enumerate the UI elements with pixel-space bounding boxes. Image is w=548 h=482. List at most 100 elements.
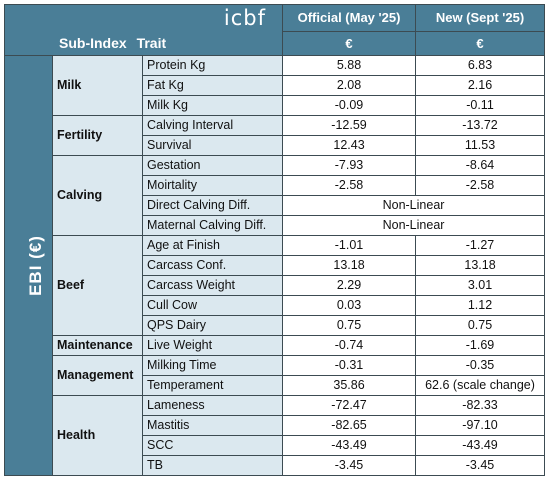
table-row: Calving Gestation -7.93 -8.64 bbox=[5, 155, 546, 236]
trait-cell: Direct Calving Diff. bbox=[141, 195, 284, 216]
new-value-cell: -82.33 bbox=[415, 395, 546, 416]
trait-cell: Temperament bbox=[141, 375, 284, 396]
sub-index-cell: Maintenance bbox=[52, 335, 143, 356]
sub-index-cell: Management bbox=[52, 355, 143, 396]
official-value-cell: -82.65 bbox=[282, 415, 417, 436]
new-value-cell: -0.35 bbox=[415, 355, 546, 376]
table-row: Moirtality -2.58 -2.58 bbox=[5, 175, 546, 196]
table-row: Beef Age at Finish -1.01 -1.27 bbox=[5, 235, 546, 336]
official-value-cell: 2.29 bbox=[282, 275, 417, 296]
new-value-cell: 1.12 bbox=[415, 295, 546, 316]
table-row: Mastitis -82.65 -97.10 bbox=[5, 415, 546, 436]
table-row: EBI (€) Milk Protein Kg 5.88 6.83 bbox=[4, 55, 546, 476]
official-value-cell: -7.93 bbox=[282, 155, 417, 176]
official-value-cell: 0.03 bbox=[282, 295, 417, 316]
table-row: Temperament 35.86 62.6 (scale change) bbox=[5, 375, 546, 396]
trait-cell: Lameness bbox=[141, 395, 284, 416]
official-value-cell: 5.88 bbox=[282, 55, 417, 76]
col-new-header: New (Sept '25) bbox=[415, 4, 546, 32]
official-currency: € bbox=[282, 31, 417, 56]
table-row: Cull Cow 0.03 1.12 bbox=[5, 295, 546, 316]
table-row: QPS Dairy 0.75 0.75 bbox=[5, 315, 546, 336]
ebi-side-label: EBI (€) bbox=[4, 55, 53, 476]
trait-cell: TB bbox=[141, 455, 284, 476]
trait-cell: Protein Kg bbox=[141, 55, 284, 76]
trait-cell: Moirtality bbox=[141, 175, 284, 196]
sub-index-cell: Beef bbox=[52, 235, 143, 336]
table-row: Fertility Calving Interval -12.59 -13.72 bbox=[5, 115, 546, 156]
ebi-comparison-table: icbf Official (May '25) New (Sept '25) S… bbox=[3, 4, 546, 476]
trait-cell: Live Weight bbox=[141, 335, 284, 356]
new-value-cell: -3.45 bbox=[415, 455, 546, 476]
official-value-cell: -0.09 bbox=[282, 95, 417, 116]
trait-header: Trait bbox=[136, 34, 167, 51]
official-value-cell: 2.08 bbox=[282, 75, 417, 96]
official-value-cell: -12.59 bbox=[282, 115, 417, 136]
ebi-side-label-text: EBI (€) bbox=[25, 235, 45, 296]
sub-index-cell: Milk bbox=[52, 55, 143, 116]
table-row: Maternal Calving Diff. Non-Linear bbox=[5, 215, 546, 236]
table-row: Health Lameness -72.47 -82.33 bbox=[5, 395, 546, 476]
col-official-header: Official (May '25) bbox=[282, 4, 417, 32]
official-value-cell: 35.86 bbox=[282, 375, 417, 396]
official-value-cell: 12.43 bbox=[282, 135, 417, 156]
trait-cell: Carcass Conf. bbox=[141, 255, 284, 276]
trait-cell: Milk Kg bbox=[141, 95, 284, 116]
trait-cell: Age at Finish bbox=[141, 235, 284, 256]
trait-cell: QPS Dairy bbox=[141, 315, 284, 336]
new-value-cell: -2.58 bbox=[415, 175, 546, 196]
trait-cell: Calving Interval bbox=[141, 115, 284, 136]
official-value-cell: -0.31 bbox=[282, 355, 417, 376]
new-value-cell: -13.72 bbox=[415, 115, 546, 136]
sub-index-cell: Fertility bbox=[52, 115, 143, 156]
new-value-cell: 2.16 bbox=[415, 75, 546, 96]
sub-index-trait-header: Sub-Index Trait bbox=[3, 31, 284, 56]
merged-value-cell: Non-Linear bbox=[282, 195, 546, 216]
official-value-cell: 0.75 bbox=[282, 315, 417, 336]
trait-cell: Maternal Calving Diff. bbox=[141, 215, 284, 236]
sub-index-header: Sub-Index bbox=[59, 34, 127, 51]
new-value-cell: 6.83 bbox=[415, 55, 546, 76]
header-row-bottom: Sub-Index Trait € € bbox=[3, 31, 546, 56]
new-value-cell: -97.10 bbox=[415, 415, 546, 436]
trait-cell: Cull Cow bbox=[141, 295, 284, 316]
trait-cell: Milking Time bbox=[141, 355, 284, 376]
official-value-cell: -3.45 bbox=[282, 455, 417, 476]
official-value-cell: -0.74 bbox=[282, 335, 417, 356]
official-value-cell: -43.49 bbox=[282, 435, 417, 456]
new-value-cell: -1.69 bbox=[415, 335, 546, 356]
new-value-cell: 13.18 bbox=[415, 255, 546, 276]
trait-cell: Mastitis bbox=[141, 415, 284, 436]
table-row: SCC -43.49 -43.49 bbox=[5, 435, 546, 456]
logo-cell: icbf bbox=[3, 4, 284, 32]
new-value-cell: 62.6 (scale change) bbox=[415, 375, 546, 396]
new-value-cell: 3.01 bbox=[415, 275, 546, 296]
new-currency: € bbox=[415, 31, 546, 56]
sub-index-cell: Calving bbox=[52, 155, 143, 236]
ebi-table-container: icbf Official (May '25) New (Sept '25) S… bbox=[3, 4, 546, 478]
official-value-cell: 13.18 bbox=[282, 255, 417, 276]
trait-cell: SCC bbox=[141, 435, 284, 456]
table-row: Carcass Conf. 13.18 13.18 bbox=[5, 255, 546, 276]
table-row: Maintenance Live Weight -0.74 -1.69 bbox=[5, 335, 546, 356]
new-value-cell: -43.49 bbox=[415, 435, 546, 456]
new-value-cell: -1.27 bbox=[415, 235, 546, 256]
sub-index-cell: Health bbox=[52, 395, 143, 476]
table-row: Milk Kg -0.09 -0.11 bbox=[5, 95, 546, 116]
header-row-top: icbf Official (May '25) New (Sept '25) bbox=[3, 4, 546, 32]
table-row: TB -3.45 -3.45 bbox=[5, 455, 546, 476]
trait-cell: Carcass Weight bbox=[141, 275, 284, 296]
new-value-cell: 11.53 bbox=[415, 135, 546, 156]
official-value-cell: -1.01 bbox=[282, 235, 417, 256]
trait-cell: Gestation bbox=[141, 155, 284, 176]
new-value-cell: -0.11 bbox=[415, 95, 546, 116]
new-value-cell: 0.75 bbox=[415, 315, 546, 336]
table-row: Direct Calving Diff. Non-Linear bbox=[5, 195, 546, 216]
trait-cell: Fat Kg bbox=[141, 75, 284, 96]
official-value-cell: -2.58 bbox=[282, 175, 417, 196]
merged-value-cell: Non-Linear bbox=[282, 215, 546, 236]
official-value-cell: -72.47 bbox=[282, 395, 417, 416]
table-body: icbf Official (May '25) New (Sept '25) S… bbox=[3, 4, 546, 476]
table-row: Fat Kg 2.08 2.16 bbox=[5, 75, 546, 96]
trait-cell: Survival bbox=[141, 135, 284, 156]
